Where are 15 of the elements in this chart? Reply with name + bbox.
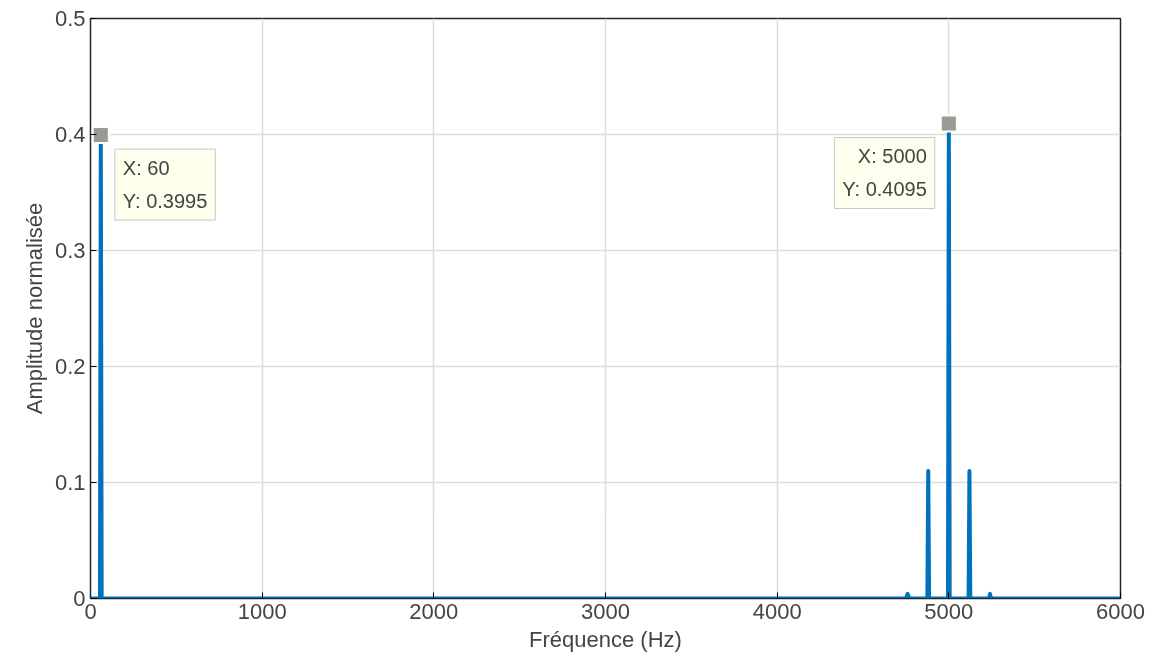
y-tick-label: 0.4 xyxy=(54,122,86,147)
annotation: X: 5000 Y: 0.4095 xyxy=(842,145,927,201)
x-tick-label: 3000 xyxy=(581,598,630,624)
x-tick-label: 1000 xyxy=(237,598,287,624)
y-tick-label: 0.3 xyxy=(54,238,86,263)
y-tick-label: 0.5 xyxy=(54,6,86,31)
y-axis-title: Amplitude normalisée xyxy=(21,202,47,415)
x-tick-label: 5000 xyxy=(924,598,974,624)
x-tick-label: 2000 xyxy=(409,598,459,624)
annotation: X: 60 Y: 0.3995 xyxy=(122,157,208,213)
x-axis-title: Fréquence (Hz) xyxy=(529,626,682,652)
x-tick-label: 6000 xyxy=(1096,598,1145,624)
y-tick-label: 0.2 xyxy=(54,354,86,379)
y-tick-label: 0.1 xyxy=(54,470,86,495)
x-tick-label: 4000 xyxy=(752,598,802,624)
